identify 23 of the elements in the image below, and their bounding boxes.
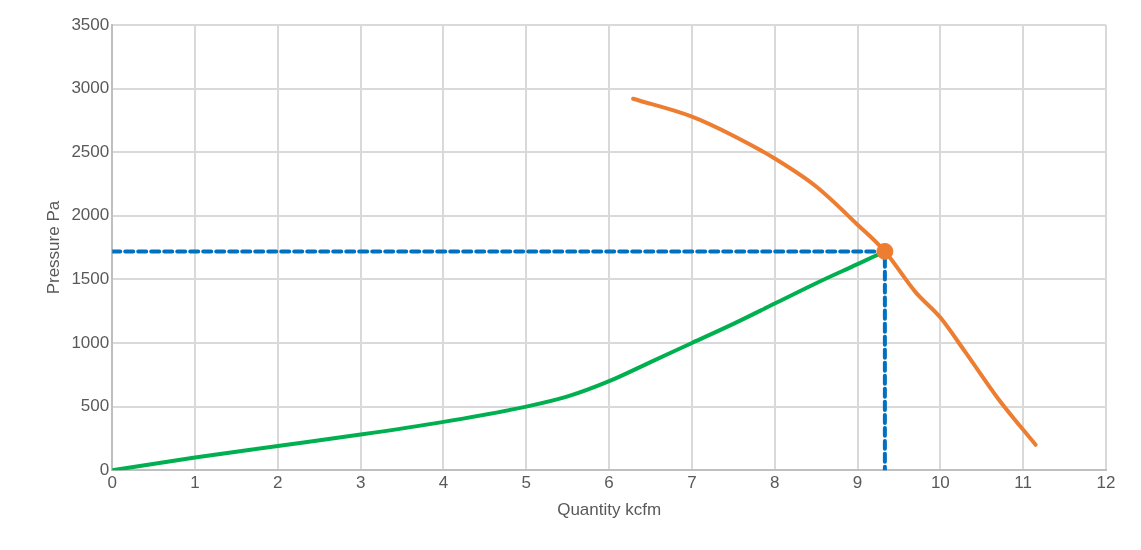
y-tick-label: 1000 <box>71 332 110 352</box>
x-axis-title: Quantity kcfm <box>557 500 662 520</box>
y-tick-label: 3500 <box>71 14 110 34</box>
x-tick-label: 10 <box>930 473 950 493</box>
y-tick-label: 0 <box>99 459 110 479</box>
x-tick-label: 11 <box>1014 473 1033 493</box>
y-tick-label: 2500 <box>71 141 110 161</box>
y-axis-title: Pressure Pa <box>43 200 63 295</box>
x-tick-label: 8 <box>770 473 780 493</box>
x-tick-label: 2 <box>273 473 283 493</box>
x-tick-label: 3 <box>355 473 366 493</box>
x-tick-label: 7 <box>687 473 697 493</box>
x-tick-label: 9 <box>852 473 863 493</box>
x-tick-label: 1 <box>190 473 200 493</box>
x-tick-label: 5 <box>521 473 532 493</box>
y-tick-label: 500 <box>80 396 110 416</box>
x-tick-label: 4 <box>438 473 449 493</box>
y-tick-label: 1500 <box>71 269 110 289</box>
x-tick-label: 12 <box>1096 473 1116 493</box>
y-tick-label: 2000 <box>71 205 110 225</box>
y-tick-label: 3000 <box>71 78 110 98</box>
line-series <box>631 96 1038 447</box>
x-tick-label: 6 <box>604 473 614 493</box>
